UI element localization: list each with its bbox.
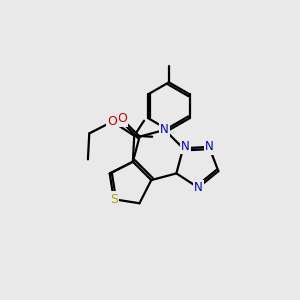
Text: N: N bbox=[160, 123, 169, 136]
Text: S: S bbox=[110, 193, 118, 206]
Text: N: N bbox=[194, 181, 203, 194]
Text: O: O bbox=[107, 115, 117, 128]
Text: N: N bbox=[181, 140, 190, 153]
Text: N: N bbox=[205, 140, 214, 153]
Text: O: O bbox=[117, 112, 127, 125]
